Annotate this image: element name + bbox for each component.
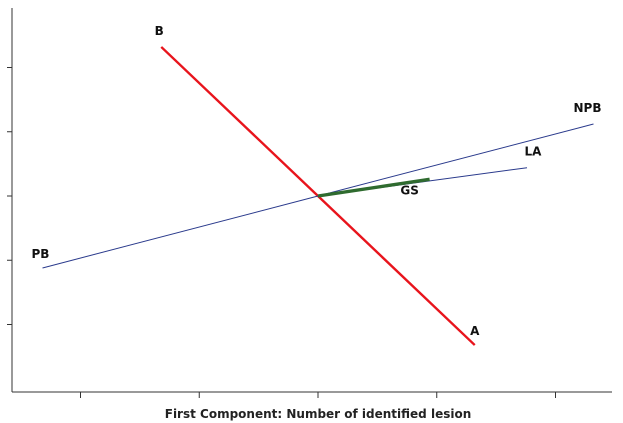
vector-label-gs: GS: [400, 183, 419, 197]
vector-label-a: A: [470, 324, 480, 338]
vector-label-b: B: [155, 24, 164, 38]
vector-b: [160, 46, 319, 197]
vector-label-pb: PB: [32, 247, 50, 261]
vector-label-la: LA: [525, 145, 543, 159]
vector-pb: [42, 195, 319, 269]
vector-labels: B A NPB PB LA GS: [32, 24, 602, 338]
vector-label-npb: NPB: [574, 101, 602, 115]
x-axis-title: First Component: Number of identified le…: [165, 407, 472, 421]
vector-gs: [317, 177, 430, 198]
vector-npb: [317, 123, 594, 197]
vector-lines: [42, 46, 594, 346]
x-axis-ticks: [80, 392, 556, 398]
y-axis-ticks: [7, 67, 12, 325]
vector-a: [317, 195, 476, 346]
